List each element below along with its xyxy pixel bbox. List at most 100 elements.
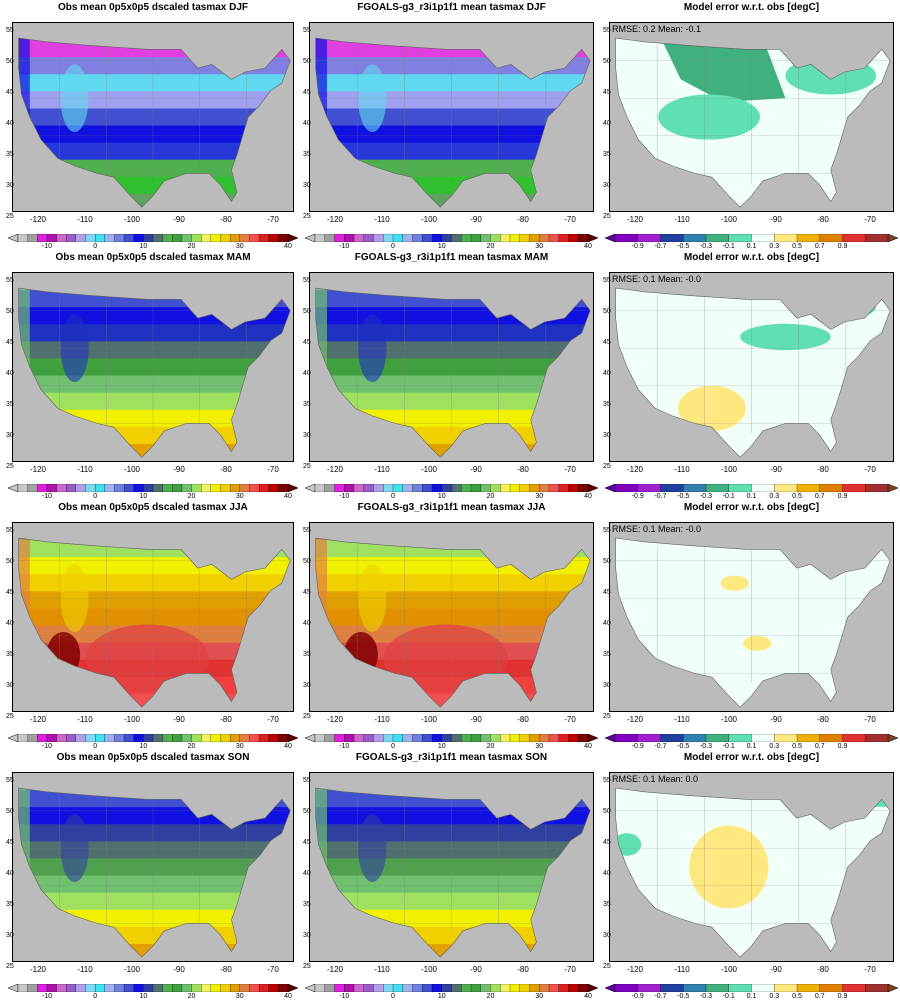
lon-tick-label: -70 [864, 215, 876, 224]
lat-tick-label: 45 [6, 589, 14, 596]
lon-tick-label: -110 [77, 715, 93, 724]
colorbar-tick-label: -0.3 [699, 493, 713, 500]
colorbar-swatch [66, 234, 77, 242]
temperature-colorbar: -10 0 10 20 30 40 [8, 984, 298, 1000]
colorbar-swatch [324, 984, 335, 992]
colorbar-swatch [548, 484, 560, 492]
colorbar-swatch [123, 734, 135, 742]
colorbar-tick-label: -0.1 [722, 743, 735, 750]
colorbar-swatch [392, 484, 404, 492]
colorbar-min-triangle [305, 234, 316, 242]
colorbar-svg [605, 484, 898, 492]
colorbar-tick-label: 10 [139, 493, 148, 500]
colorbar-swatch [104, 984, 115, 992]
lat-tick-label: 30 [603, 932, 611, 939]
colorbar-swatch [181, 984, 193, 992]
colorbar-swatch [383, 234, 394, 242]
lat-tick-label: 45 [603, 839, 611, 846]
colorbar-tick-label: 0.3 [769, 743, 780, 750]
lat-tick-label: 25 [303, 213, 311, 220]
colorbar-swatch [344, 734, 355, 742]
colorbar-swatch [314, 734, 326, 742]
colorbar-swatch [314, 234, 326, 242]
lat-tick-label: 55 [603, 277, 611, 284]
colorbar-swatch [85, 734, 96, 742]
lon-tick-label: -120 [626, 215, 643, 224]
error-colorbar: -0.9 -0.7 -0.5 -0.3 -0.1 0.1 0.3 0.5 0.7 0.9 [605, 234, 898, 250]
lon-tick-label: -90 [770, 715, 782, 724]
lat-tick-label: 45 [603, 589, 611, 596]
lat-tick-label: 40 [303, 370, 311, 377]
colorbar-swatch [796, 484, 821, 492]
lon-tick-label: -80 [517, 715, 529, 724]
temperature-colorbar: -10 0 10 20 30 40 [305, 234, 598, 250]
colorbar-swatch [441, 484, 452, 492]
map-svg [610, 23, 893, 211]
colorbar-tick-label: -10 [339, 993, 350, 1000]
colorbar-swatch [683, 734, 707, 742]
lon-tick-label: -80 [220, 215, 232, 224]
colorbar-swatch [94, 734, 106, 742]
colorbar-tick-label: 30 [535, 743, 544, 750]
colorbar-swatch [412, 484, 423, 492]
colorbar-swatch [392, 984, 404, 992]
lon-tick-label: -90 [470, 965, 482, 974]
colorbar-tick-label: -0.9 [631, 493, 644, 500]
lat-tick-label: 45 [303, 589, 311, 596]
colorbar-swatch [334, 234, 345, 242]
colorbar-tick-label: 30 [235, 243, 244, 250]
lat-tick-label: 40 [6, 870, 14, 877]
colorbar-swatch [480, 734, 491, 742]
colorbar-tick-label: 0.5 [792, 743, 802, 750]
colorbar-tick-label: 20 [187, 243, 196, 250]
colorbar-svg [305, 484, 598, 492]
error-colorbar: -0.9 -0.7 -0.5 -0.3 -0.1 0.1 0.3 0.5 0.7 0.9 [605, 984, 898, 1000]
colorbar-swatch [392, 234, 404, 242]
lat-tick-label: 30 [303, 932, 311, 939]
colorbar-tick-label: -0.9 [631, 243, 644, 250]
lon-tick-label: -100 [720, 465, 737, 474]
colorbar-swatch [353, 984, 365, 992]
lat-tick-label: 55 [303, 27, 311, 34]
colorbar-swatch [191, 234, 202, 242]
lon-tick-label: -110 [374, 715, 390, 724]
colorbar-tick-label: -10 [41, 493, 52, 500]
colorbar-swatch [56, 734, 67, 742]
colorbar-max-triangle [887, 234, 898, 242]
lat-tick-label: 45 [303, 89, 311, 96]
lat-tick-label: 50 [6, 58, 14, 65]
colorbar-swatch [46, 484, 58, 492]
colorbar-tick-label: 40 [284, 493, 292, 500]
colorbar-tick-label: 40 [584, 993, 592, 1000]
lon-tick-label: -90 [173, 215, 185, 224]
colorbar-swatch [500, 984, 511, 992]
colorbar-tick-label: -10 [41, 743, 52, 750]
lat-tick-label: 30 [603, 432, 611, 439]
colorbar-swatch [412, 734, 423, 742]
lon-tick-label: -110 [374, 965, 390, 974]
colorbar-tick-label: -0.1 [722, 493, 735, 500]
lon-tick-label: -100 [420, 965, 437, 974]
colorbar-swatch [451, 484, 462, 492]
colorbar-tick-label: 30 [535, 243, 544, 250]
colorbar-swatch [865, 984, 889, 992]
colorbar-tick-label: 10 [139, 243, 148, 250]
temperature-map-panel: 55 50 45 40 35 30 25 -120 -110 -100 -90 -80 -70 [6, 22, 294, 224]
colorbar-tick-label: -0.1 [722, 993, 735, 1000]
lat-tick-label: 25 [6, 213, 14, 220]
map-svg [310, 523, 593, 711]
lat-tick-label: 40 [6, 370, 14, 377]
colorbar-swatch [480, 984, 491, 992]
colorbar-swatch [660, 484, 684, 492]
lat-tick-label: 55 [6, 277, 14, 284]
map-svg [310, 773, 593, 961]
colorbar-swatch [37, 984, 48, 992]
colorbar-swatch [461, 734, 472, 742]
colorbar-max-triangle [587, 484, 598, 492]
colorbar-tick-label: 0 [391, 993, 395, 1000]
lat-tick-label: 50 [603, 308, 611, 315]
lat-tick-label: 35 [303, 651, 311, 658]
colorbar-min-triangle [8, 484, 19, 492]
colorbar-swatch [558, 734, 569, 742]
colorbar-tick-label: -0.3 [699, 993, 713, 1000]
